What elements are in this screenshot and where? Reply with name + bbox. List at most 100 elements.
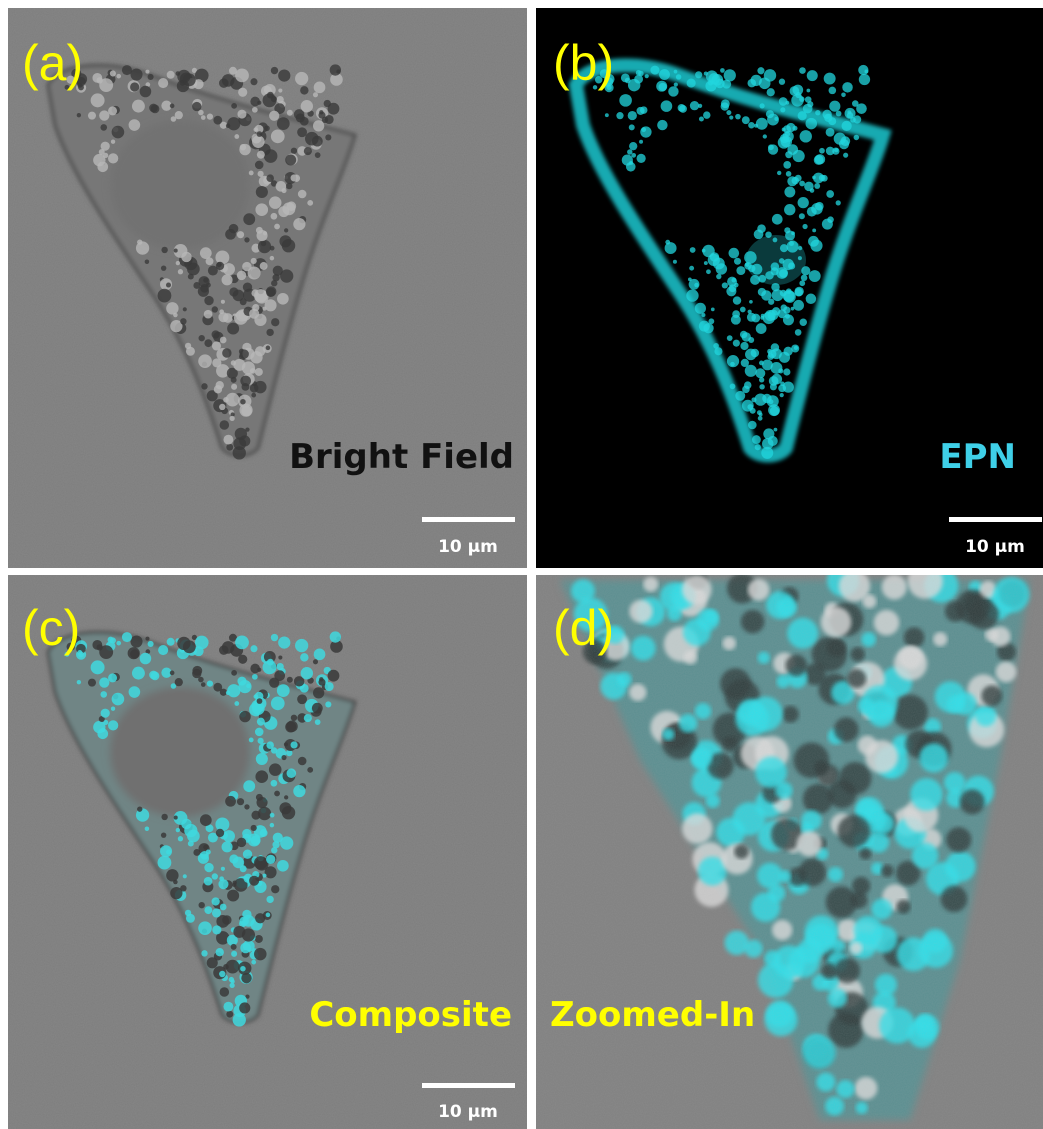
texture [769, 376, 779, 386]
texture [836, 111, 842, 117]
texture [218, 879, 228, 889]
texture [170, 671, 175, 676]
texture [227, 890, 239, 902]
texture [116, 641, 121, 646]
texture [258, 240, 271, 253]
texture [754, 229, 764, 239]
texture [698, 104, 702, 108]
texture [750, 275, 760, 285]
texture [694, 283, 699, 288]
texture [233, 1013, 246, 1026]
texture [225, 796, 236, 807]
texture [734, 258, 741, 265]
texture [220, 337, 227, 344]
texture [201, 682, 206, 687]
texture [257, 698, 263, 704]
texture [290, 174, 297, 181]
texture [255, 935, 263, 943]
texture [704, 261, 708, 265]
texture [659, 69, 670, 80]
texture [250, 645, 257, 652]
texture [145, 827, 150, 832]
texture [312, 703, 323, 714]
texture [221, 300, 225, 304]
texture [254, 381, 267, 394]
texture [757, 67, 764, 74]
texture [271, 318, 279, 326]
texture [287, 201, 297, 211]
texture [237, 231, 244, 238]
texture [799, 181, 805, 187]
texture [220, 987, 230, 997]
texture [176, 828, 180, 832]
texture [842, 82, 853, 93]
texture [183, 640, 196, 653]
texture [748, 421, 757, 430]
texture [222, 915, 231, 924]
texture [248, 834, 261, 847]
texture [629, 124, 635, 130]
texture [213, 683, 222, 692]
texture [132, 667, 145, 680]
texture [130, 82, 139, 91]
texture [174, 249, 178, 253]
texture [111, 707, 115, 711]
texture [668, 86, 678, 96]
texture [130, 649, 139, 658]
texture [223, 964, 229, 970]
texture [178, 836, 183, 841]
texture [674, 70, 678, 74]
texture [77, 113, 81, 117]
texture [206, 850, 211, 855]
texture [201, 950, 207, 956]
texture [695, 71, 702, 78]
texture [266, 855, 275, 864]
texture [640, 126, 651, 137]
texture [108, 673, 117, 682]
texture [703, 111, 710, 118]
texture [88, 679, 96, 687]
texture [735, 114, 741, 120]
texture [257, 668, 261, 672]
texture [175, 111, 183, 119]
texture [158, 289, 172, 303]
texture [291, 715, 297, 721]
scale-bar-label: 10 µm [965, 537, 1025, 557]
panel-caption: Bright Field [289, 437, 514, 477]
texture [802, 224, 807, 229]
texture [231, 670, 237, 676]
texture [240, 349, 249, 358]
texture [312, 136, 323, 147]
texture [271, 634, 278, 641]
texture [722, 282, 728, 288]
texture [822, 110, 831, 119]
texture [774, 428, 778, 432]
texture [226, 1011, 233, 1018]
texture [822, 219, 833, 230]
texture [795, 92, 801, 98]
texture [710, 252, 719, 261]
texture [784, 347, 793, 356]
texture [226, 691, 230, 695]
texture [298, 757, 307, 766]
figure: (a) (b) (c) (d) Bright Field EPN Composi… [0, 0, 1043, 1129]
texture [110, 637, 116, 643]
texture [690, 101, 699, 110]
texture [784, 187, 795, 198]
texture [149, 104, 158, 113]
panel-caption: Composite [309, 995, 512, 1035]
texture [301, 100, 313, 112]
texture [819, 175, 825, 181]
texture [255, 368, 263, 376]
texture [772, 214, 783, 225]
texture [255, 203, 268, 216]
texture [829, 87, 837, 95]
texture [181, 252, 191, 262]
texture [285, 721, 296, 732]
texture [665, 240, 670, 245]
texture [167, 71, 175, 79]
texture [158, 856, 172, 870]
texture [689, 266, 694, 271]
scale-bar [949, 517, 1042, 522]
texture [207, 681, 213, 687]
